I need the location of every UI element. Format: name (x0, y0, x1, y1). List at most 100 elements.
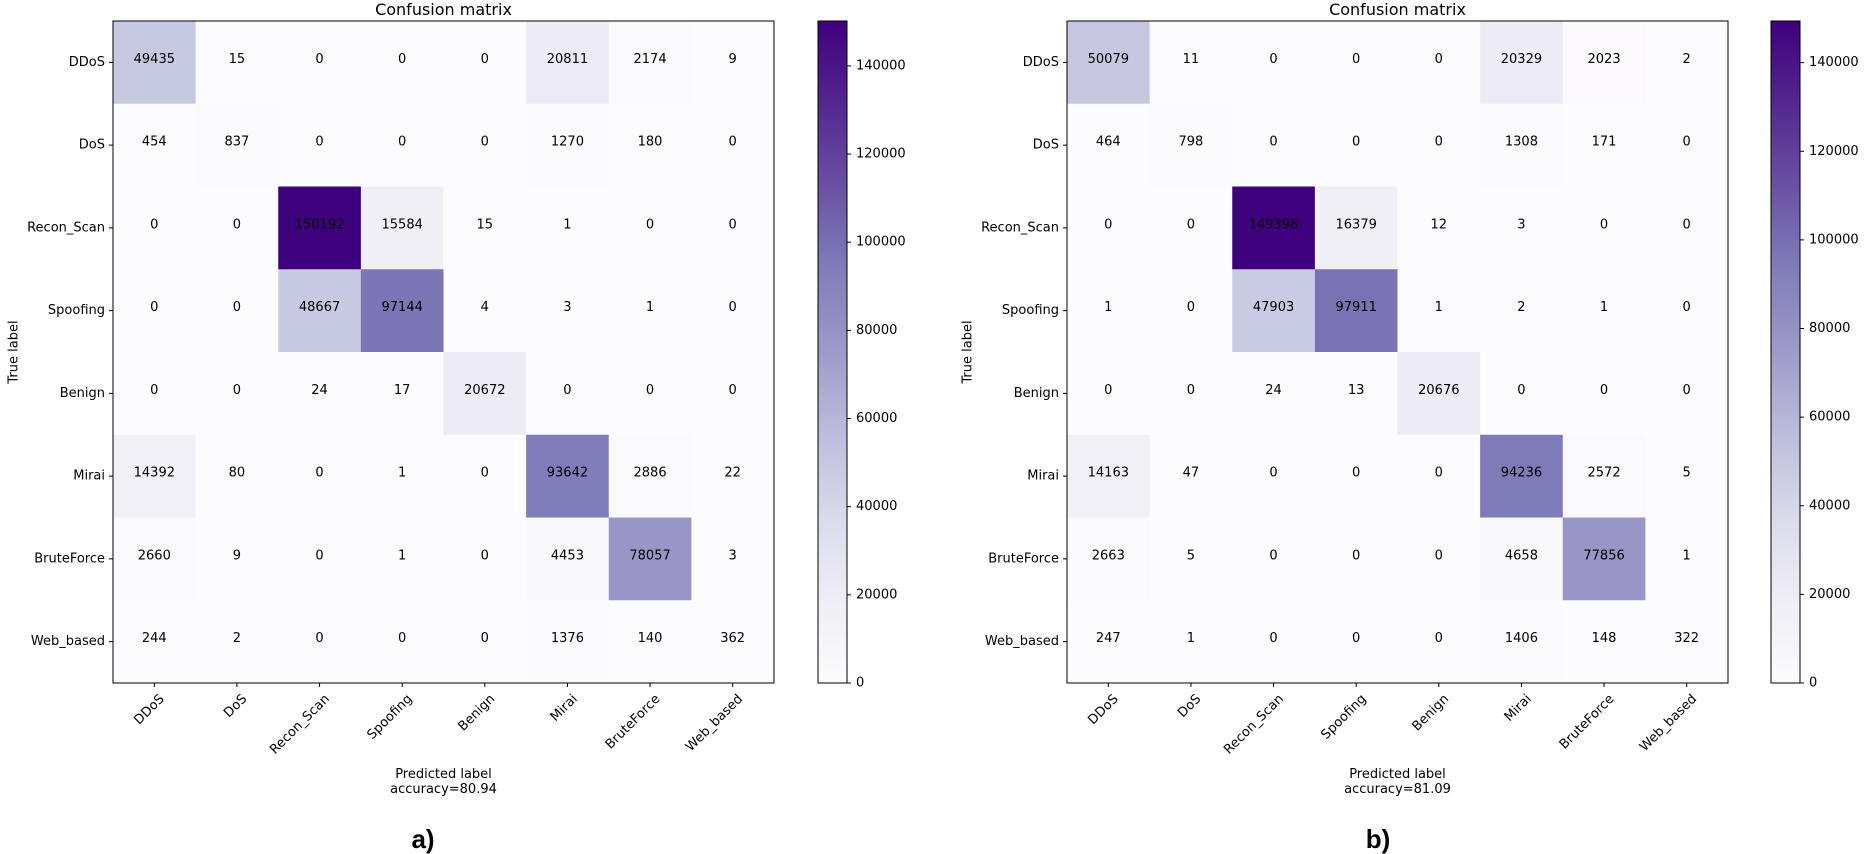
matrix-cell (195, 269, 279, 353)
cell-value-label: 0 (1104, 217, 1112, 232)
y-tick-label: Benign (1014, 386, 1059, 401)
cell-value-label: 0 (233, 217, 241, 232)
y-tick-label: Recon_Scan (27, 220, 105, 235)
matrix-cell (691, 434, 775, 518)
cell-value-label: 0 (481, 631, 489, 646)
matrix-cell (1397, 352, 1481, 436)
x-tick-label: Benign (1410, 692, 1453, 735)
matrix-cell (526, 517, 610, 601)
colorbar-tick-label: 40000 (856, 499, 897, 514)
x-tick-label: Mirai (548, 692, 581, 725)
matrix-cell (608, 352, 692, 436)
matrix-cell (526, 103, 610, 187)
cell-value-label: 149398 (1249, 217, 1299, 232)
cell-value-label: 1 (1683, 548, 1691, 563)
matrix-cell (1067, 600, 1151, 684)
y-tick-label: BruteForce (34, 551, 105, 566)
cell-value-label: 0 (150, 383, 158, 398)
cell-value-label: 0 (150, 300, 158, 315)
cell-value-label: 0 (1352, 52, 1360, 67)
cell-value-label: 0 (1269, 52, 1277, 67)
x-tick-label: DDoS (1085, 692, 1121, 728)
x-tick-label: Recon_Scan (267, 692, 333, 758)
matrix-cell (608, 21, 692, 105)
matrix-cell (195, 600, 279, 684)
cell-value-label: 0 (1683, 383, 1691, 398)
cell-value-label: 20672 (464, 383, 505, 398)
matrix-cell (443, 21, 527, 105)
matrix-cell (1645, 517, 1729, 601)
cell-value-label: 1 (563, 217, 571, 232)
matrix-cell (526, 269, 610, 353)
matrix-cell (1397, 600, 1481, 684)
matrix-cell (1314, 103, 1398, 187)
cell-value-label: 5 (1683, 466, 1691, 481)
cell-value-label: 0 (1600, 383, 1608, 398)
matrix-cell (278, 186, 362, 270)
cell-value-label: 1 (1435, 300, 1443, 315)
matrix-cell (113, 517, 197, 601)
matrix-cell (1149, 517, 1233, 601)
matrix-cell (113, 103, 197, 187)
cell-value-label: 0 (398, 52, 406, 67)
matrix-cell (195, 186, 279, 270)
cell-value-label: 0 (1435, 548, 1443, 563)
matrix-cell (443, 352, 527, 436)
matrix-cell (526, 600, 610, 684)
cell-value-label: 24 (311, 383, 328, 398)
cell-value-label: 0 (1352, 135, 1360, 150)
matrix-cell (1480, 517, 1564, 601)
cell-value-label: 0 (481, 466, 489, 481)
cell-value-label: 2 (233, 631, 241, 646)
matrix-cell (1067, 103, 1151, 187)
matrix-cell (360, 434, 444, 518)
cell-value-label: 20676 (1418, 383, 1459, 398)
matrix-cell (1232, 103, 1316, 187)
matrix-cell (195, 434, 279, 518)
matrix-cell (1480, 352, 1564, 436)
x-tick-label: Web_based (1637, 692, 1700, 755)
cell-value-label: 15 (229, 52, 246, 67)
cell-value-label: 97911 (1336, 300, 1377, 315)
cell-value-label: 11 (1183, 52, 1200, 67)
cell-value-label: 454 (142, 135, 167, 150)
cell-value-label: 0 (481, 52, 489, 67)
cell-value-label: 2 (1517, 300, 1525, 315)
cell-value-label: 1 (1187, 631, 1195, 646)
cell-value-label: 49435 (134, 52, 175, 67)
matrix-cell (1562, 21, 1646, 105)
matrix-cell (195, 21, 279, 105)
cell-value-label: 0 (1435, 135, 1443, 150)
matrix-cell (526, 434, 610, 518)
cell-value-label: 0 (1352, 631, 1360, 646)
panel-label: a) (411, 824, 434, 854)
matrix-cell (360, 103, 444, 187)
matrix-cell (1645, 103, 1729, 187)
colorbar-tick-label: 20000 (1809, 587, 1850, 602)
colorbar-tick-label: 80000 (1809, 321, 1850, 336)
matrix-cell (1067, 269, 1151, 353)
cell-value-label: 0 (1187, 383, 1195, 398)
chart-title: Confusion matrix (1329, 0, 1466, 19)
matrix-cell (1480, 186, 1564, 270)
cell-value-label: 244 (142, 631, 167, 646)
matrix-cell (1397, 103, 1481, 187)
matrix-cell (608, 269, 692, 353)
matrix-cell (1645, 269, 1729, 353)
cell-value-label: 2 (1683, 52, 1691, 67)
matrix-cell (526, 186, 610, 270)
chart-title: Confusion matrix (375, 0, 512, 19)
cell-value-label: 0 (646, 383, 654, 398)
matrix-cell (443, 186, 527, 270)
colorbar-tick-label: 100000 (1809, 232, 1859, 247)
accuracy-label: accuracy=81.09 (1344, 782, 1451, 797)
cell-value-label: 1 (646, 300, 654, 315)
matrix-cell (113, 600, 197, 684)
matrix-cell (360, 600, 444, 684)
colorbar-tick-label: 20000 (856, 587, 897, 602)
matrix-cell (360, 21, 444, 105)
matrix-cell (1397, 434, 1481, 518)
cell-value-label: 2023 (1588, 52, 1621, 67)
cell-value-label: 0 (481, 548, 489, 563)
